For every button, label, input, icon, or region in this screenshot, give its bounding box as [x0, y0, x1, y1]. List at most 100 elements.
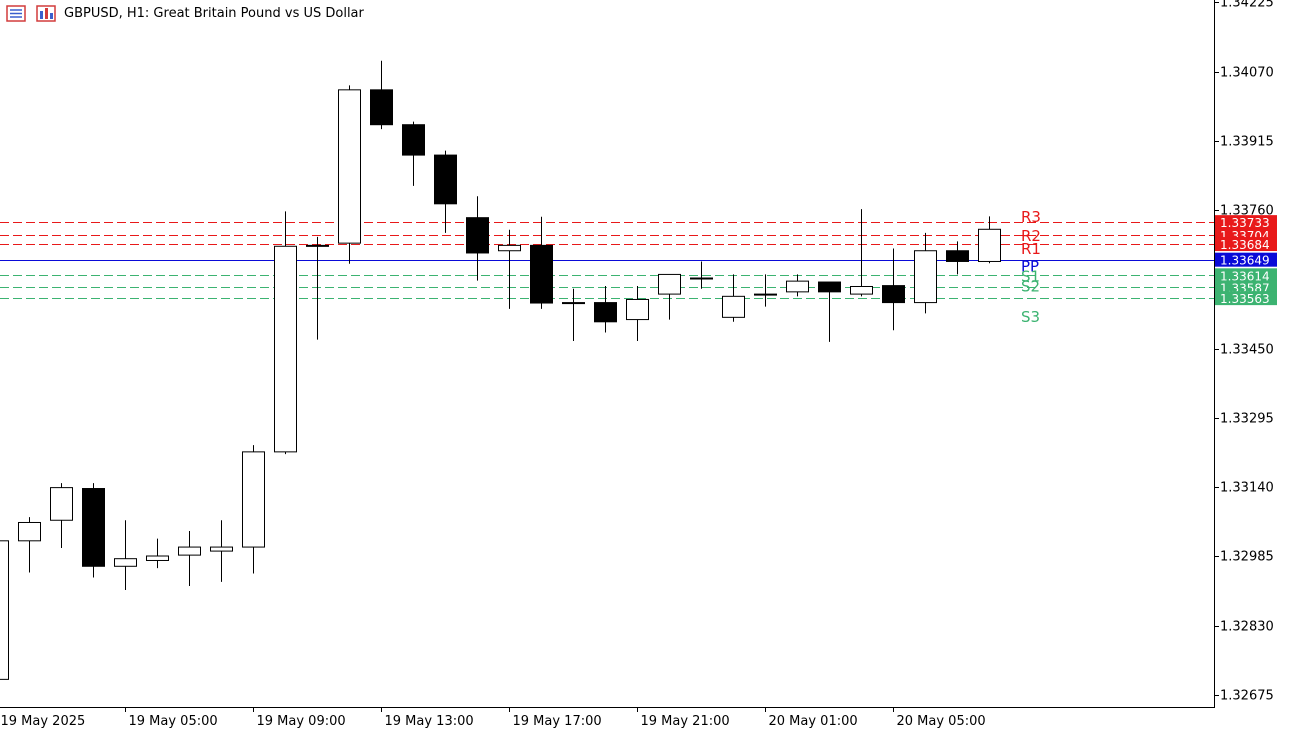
time-tick-label: 19 May 2025 — [1, 714, 86, 729]
candle-body-bear — [882, 285, 905, 304]
candle-body-bull — [786, 280, 809, 293]
candle-body-bull — [658, 273, 681, 295]
price-tag-r1 — [1215, 237, 1277, 252]
candle-body-bull — [114, 558, 137, 567]
price-tick-label: 1.32830 — [1220, 620, 1274, 635]
chart-title: GBPUSD, H1: Great Britain Pound vs US Do… — [64, 6, 364, 21]
time-tick-label: 19 May 05:00 — [129, 714, 218, 729]
price-tag-label: 1.33684 — [1220, 238, 1270, 252]
candle-body-bear — [466, 217, 489, 254]
pivot-label-s1: S1 — [1021, 267, 1040, 285]
candle-body-bear — [818, 281, 841, 293]
candles — [0, 60, 1001, 680]
time-tick-label: 20 May 05:00 — [897, 714, 986, 729]
candle-body-bull — [690, 277, 713, 280]
price-tick-label: 1.32675 — [1220, 689, 1274, 704]
candle-body-bear — [370, 89, 393, 126]
candle-body-bull — [850, 285, 873, 295]
candle — [914, 232, 937, 314]
candle — [882, 248, 905, 331]
price-tag-label: 1.33649 — [1220, 254, 1270, 268]
time-tick-label: 19 May 09:00 — [257, 714, 346, 729]
price-tag-s1 — [1215, 268, 1277, 283]
candle — [178, 530, 201, 586]
price-tick-label: 1.33915 — [1220, 135, 1274, 150]
candle-body-bear — [530, 244, 553, 304]
candle — [786, 274, 809, 297]
candle-body-bull — [978, 228, 1001, 262]
chart-style-icon[interactable] — [36, 5, 56, 22]
candle — [0, 540, 9, 680]
candle — [530, 216, 553, 309]
pivot-lines — [0, 222, 1214, 299]
candle — [818, 281, 841, 342]
candle-body-bull — [0, 540, 9, 680]
candle — [690, 261, 713, 289]
candle — [754, 274, 777, 307]
candle — [370, 60, 393, 130]
candle — [658, 273, 681, 320]
pivot-label-pp: PP — [1021, 258, 1039, 276]
candle-body-bull — [498, 244, 521, 252]
candle-body-bull — [626, 298, 649, 321]
candle-body-bear — [82, 488, 105, 567]
price-tag-s3 — [1215, 291, 1277, 306]
candle — [946, 241, 969, 275]
candle-body-bull — [306, 244, 329, 247]
candle — [114, 520, 137, 590]
price-tag-s2 — [1215, 280, 1277, 295]
pivot-label-s2: S2 — [1021, 277, 1040, 295]
candle — [434, 150, 457, 233]
time-tick-label: 20 May 01:00 — [769, 714, 858, 729]
candle-body-bull — [178, 546, 201, 556]
candle — [306, 236, 329, 340]
candle — [850, 209, 873, 297]
candle-body-bear — [946, 250, 969, 262]
price-tag-label: 1.33733 — [1220, 216, 1270, 230]
chart-window-icon[interactable] — [6, 5, 26, 22]
candle — [274, 211, 297, 455]
candle — [626, 286, 649, 342]
candle-body-bull — [914, 250, 937, 304]
price-tag-pp — [1215, 252, 1277, 267]
candle-body-bull — [754, 293, 777, 296]
candle — [466, 196, 489, 281]
candle — [82, 483, 105, 578]
pivot-label-r2: R2 — [1021, 227, 1041, 245]
candle-body-bear — [594, 302, 617, 323]
candle — [338, 85, 361, 264]
price-tags: 1.337331.337041.336841.336491.336141.335… — [1215, 215, 1277, 306]
candle — [722, 274, 745, 322]
candle-body-bull — [146, 555, 169, 561]
candle — [210, 520, 233, 582]
pivot-label-r3: R3 — [1021, 208, 1041, 226]
candle-body-bull — [722, 295, 745, 318]
candle-body-bull — [274, 245, 297, 453]
price-tick-label: 1.34070 — [1220, 66, 1274, 81]
price-tick-label: 1.34225 — [1220, 0, 1274, 11]
price-tick-label: 1.33140 — [1220, 481, 1274, 496]
candle — [978, 216, 1001, 264]
time-tick-label: 19 May 17:00 — [513, 714, 602, 729]
candle — [146, 538, 169, 569]
candle-body-bull — [18, 521, 41, 542]
price-tag-r3 — [1215, 215, 1277, 230]
candle-body-bull — [242, 451, 265, 548]
candle — [594, 286, 617, 333]
time-tick-label: 19 May 21:00 — [641, 714, 730, 729]
pivot-label-r1: R1 — [1021, 240, 1041, 258]
pivot-label-s3: S3 — [1021, 308, 1040, 326]
candle — [402, 121, 425, 186]
candle — [498, 229, 521, 309]
candle-body-bull — [210, 546, 233, 552]
price-tick-label: 1.33760 — [1220, 204, 1274, 219]
candle — [50, 483, 73, 548]
candle-body-bear — [402, 124, 425, 156]
time-tick-label: 19 May 13:00 — [385, 714, 474, 729]
candle-body-bear — [434, 154, 457, 205]
price-tick-label: 1.33295 — [1220, 412, 1274, 427]
price-tick-label: 1.32985 — [1220, 550, 1274, 565]
